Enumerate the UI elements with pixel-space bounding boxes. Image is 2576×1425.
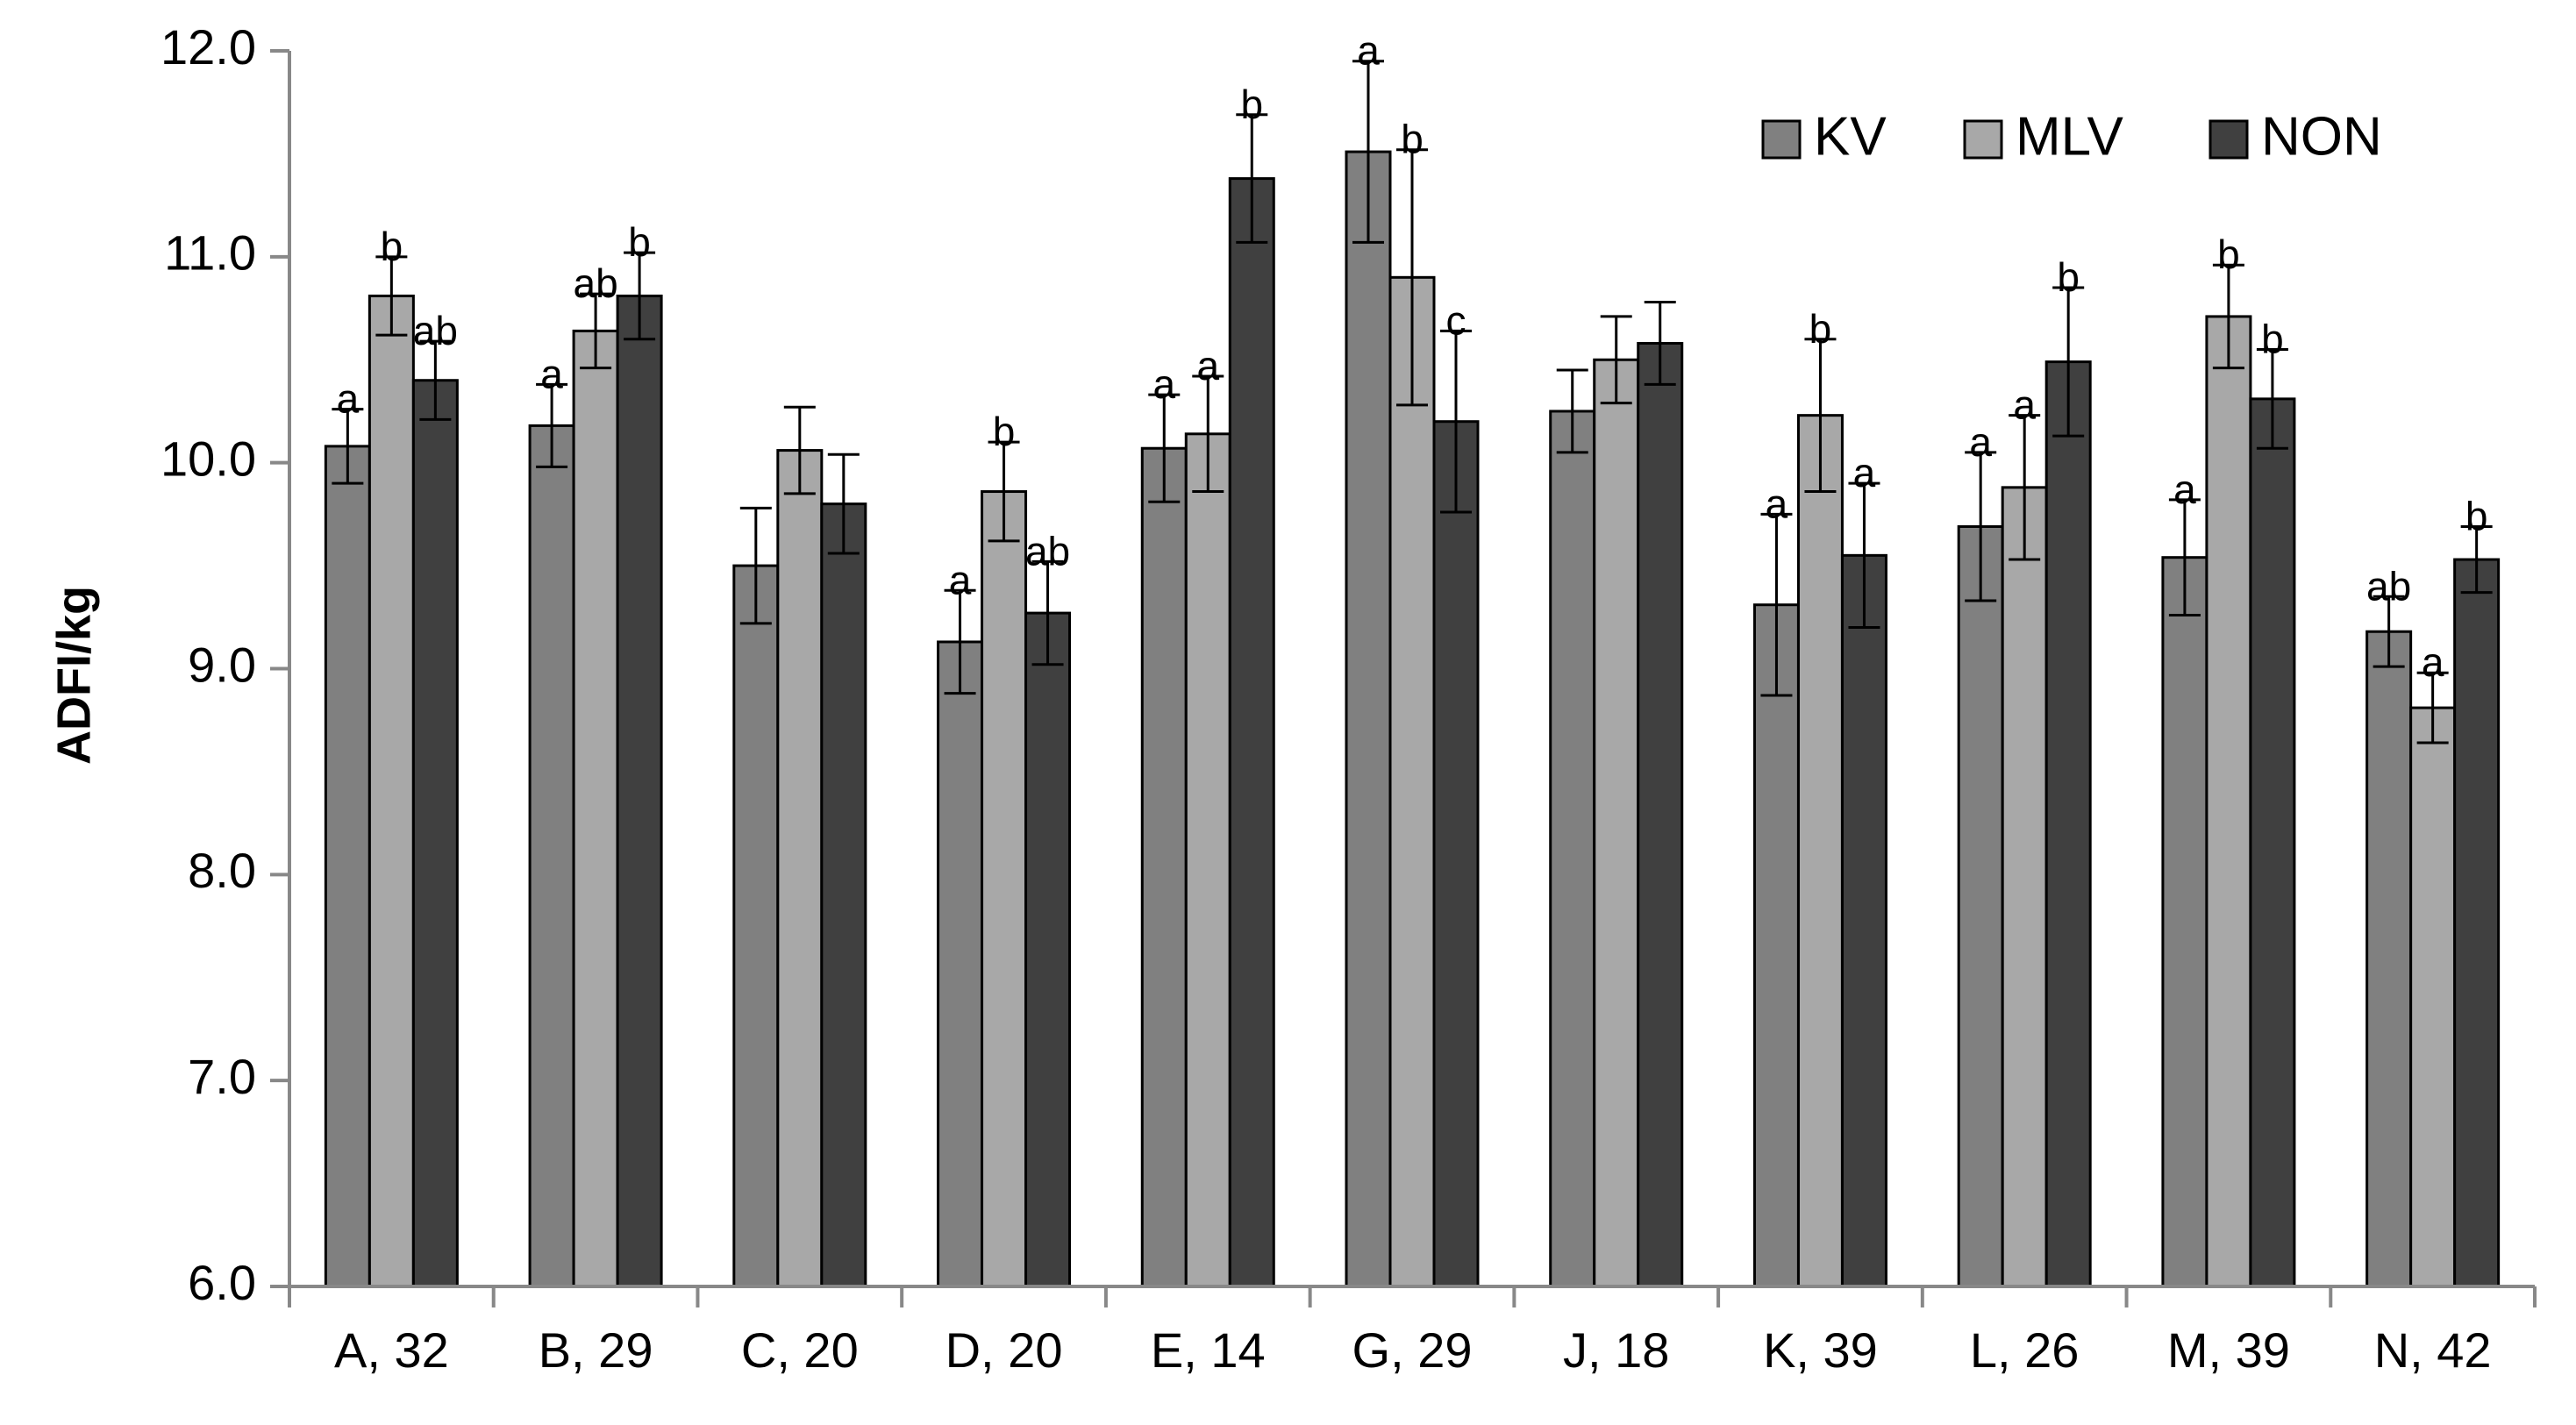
bar-kv	[1957, 524, 2004, 1288]
significance-label: a	[1196, 343, 1219, 388]
significance-label: b	[2465, 493, 2488, 538]
x-tick-label: D, 20	[945, 1322, 1063, 1378]
x-tick-label: N, 42	[2374, 1322, 2492, 1378]
bar-kv	[1549, 410, 1596, 1288]
bar-mlv	[981, 490, 1028, 1288]
significance-label: a	[1152, 361, 1175, 407]
y-tick-label: 12.0	[161, 19, 256, 75]
legend-swatch-non	[2209, 119, 2249, 160]
x-tick-label: K, 39	[1763, 1322, 1878, 1378]
y-tick-label: 6.0	[188, 1255, 256, 1310]
significance-label: a	[2173, 467, 2196, 512]
bar-mlv	[1593, 358, 1640, 1288]
bar-kv	[2161, 556, 2209, 1288]
bar-non	[820, 502, 867, 1288]
bar-mlv	[1796, 414, 1844, 1288]
significance-label: a	[1766, 481, 1788, 526]
significance-label: b	[628, 219, 651, 265]
y-tick-label: 8.0	[188, 843, 256, 898]
significance-label: b	[381, 224, 403, 269]
y-tick-label: 9.0	[188, 637, 256, 692]
significance-label: b	[2261, 317, 2284, 362]
bar-non	[616, 294, 663, 1288]
legend: KV MLV NON	[1761, 106, 2382, 167]
legend-label-non: NON	[2261, 106, 2382, 167]
significance-label: ab	[574, 260, 618, 306]
y-axis-label: ADFI/kg	[47, 586, 100, 765]
x-tick-label: A, 32	[334, 1322, 449, 1378]
bar-non	[1432, 420, 1480, 1288]
significance-label: a	[1969, 419, 1992, 465]
y-tick-label: 11.0	[164, 225, 256, 281]
legend-swatch-kv	[1761, 119, 1802, 160]
legend-label-mlv: MLV	[2016, 106, 2124, 167]
x-tick-label: B, 29	[539, 1322, 653, 1378]
bar-mlv	[367, 294, 415, 1288]
bar-kv	[528, 424, 575, 1288]
significance-label: b	[1809, 306, 1832, 352]
x-tick-label: M, 39	[2167, 1322, 2290, 1378]
x-tick-label: L, 26	[1970, 1322, 2080, 1378]
bar-non	[411, 379, 459, 1288]
bar-mlv	[2409, 706, 2457, 1288]
significance-label: a	[540, 351, 563, 396]
significance-label: a	[2422, 639, 2444, 685]
bar-non	[2044, 360, 2092, 1288]
x-tick-label: E, 14	[1151, 1322, 1266, 1378]
bar-non	[1637, 341, 1684, 1288]
legend-swatch-mlv	[1963, 119, 2003, 160]
x-tick-label: J, 18	[1563, 1322, 1669, 1378]
bar-kv	[324, 445, 371, 1288]
bar-non	[1840, 553, 1887, 1288]
bar-mlv	[776, 449, 824, 1288]
bar-mlv	[1388, 275, 1436, 1288]
bar-mlv	[2205, 315, 2252, 1288]
bar-non	[2453, 558, 2501, 1288]
x-tick-label: G, 29	[1352, 1322, 1473, 1378]
bar-mlv	[572, 329, 619, 1288]
legend-label-kv: KV	[1814, 106, 1887, 167]
significance-label: ab	[1025, 528, 1070, 574]
bar-non	[1024, 611, 1072, 1288]
significance-label: ab	[2366, 563, 2411, 609]
y-tick-label: 10.0	[161, 431, 256, 486]
bar-kv	[937, 640, 984, 1288]
significance-label: a	[1357, 28, 1380, 74]
significance-label: a	[337, 376, 360, 422]
y-tick-label: 7.0	[188, 1049, 256, 1104]
bar-kv	[732, 564, 780, 1288]
significance-label: a	[2013, 382, 2036, 428]
bar-kv	[2365, 630, 2413, 1288]
significance-label: b	[2057, 254, 2080, 300]
bar-mlv	[2001, 486, 2048, 1288]
bar-kv	[1752, 603, 1800, 1288]
significance-label: c	[1446, 297, 1466, 343]
significance-label: b	[993, 409, 1016, 454]
significance-label: b	[1401, 117, 1424, 162]
bar-non	[2249, 397, 2296, 1288]
significance-label: a	[1853, 450, 1876, 495]
bar-kv	[1345, 150, 1392, 1288]
x-tick-label: C, 20	[741, 1322, 859, 1378]
bar-non	[1228, 177, 1275, 1288]
significance-label: ab	[413, 308, 458, 353]
bar-mlv	[1184, 432, 1231, 1288]
significance-label: a	[949, 557, 972, 602]
bar-kv	[1140, 446, 1188, 1288]
significance-label: b	[2217, 232, 2240, 277]
axes-layer: 6.0 7.0 8.0 9.0 10.0 11.0 12.0 A, 32 B, 29 C, 20 D…	[161, 19, 2537, 1378]
significance-label: b	[1240, 82, 1263, 127]
